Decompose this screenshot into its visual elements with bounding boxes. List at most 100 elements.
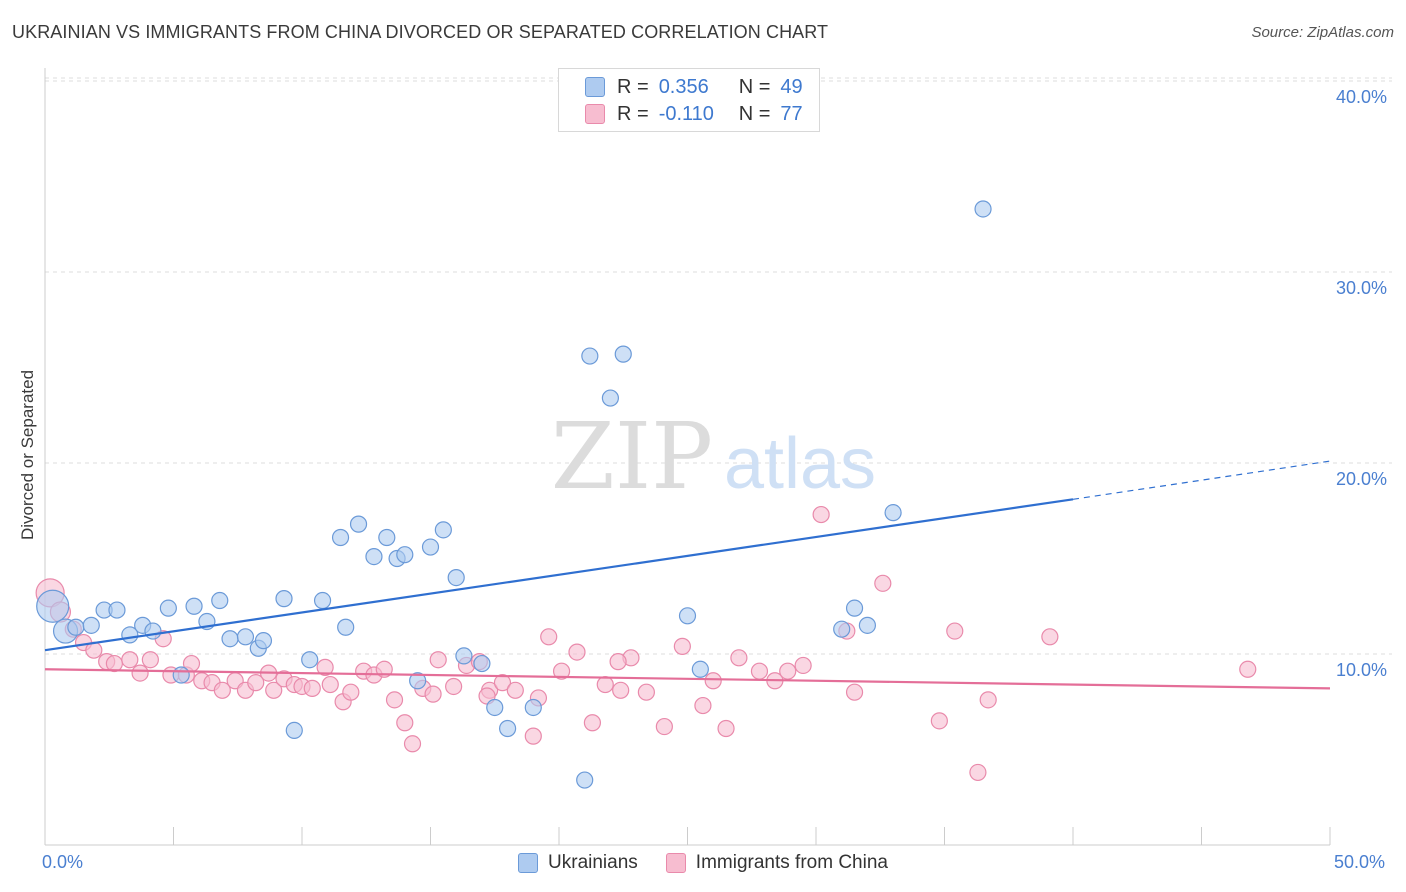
r-value: -0.110 xyxy=(658,102,714,125)
ukrainian-point xyxy=(409,672,427,690)
ukrainian-point xyxy=(365,547,383,566)
blue-swatch-icon xyxy=(585,77,605,97)
china-point xyxy=(131,664,149,682)
n-label: N = xyxy=(738,102,771,125)
ukrainian-point xyxy=(858,616,877,634)
ukrainian-point xyxy=(331,528,350,547)
x-tick-label-max: 50.0% xyxy=(1334,852,1386,872)
ukrainian-point xyxy=(421,538,440,556)
y-tick-label-20: 20.0% xyxy=(1336,469,1388,489)
china-point xyxy=(612,681,630,699)
china-point xyxy=(874,574,892,592)
china-point xyxy=(540,628,558,646)
china-point xyxy=(779,662,797,680)
ukrainian-point xyxy=(144,622,162,640)
china-point xyxy=(794,656,812,675)
china-point xyxy=(730,649,748,667)
ukrainian-trend-line xyxy=(44,498,1074,652)
legend-row-ukrainians: R = 0.356 N = 49 xyxy=(585,74,803,100)
ukrainian-point xyxy=(337,618,355,636)
ukrainian-point xyxy=(254,632,273,650)
ukrainian-point xyxy=(301,651,319,669)
ukrainian-point xyxy=(349,515,368,533)
ukrainian-point xyxy=(285,721,303,740)
ukrainian-point xyxy=(576,771,594,789)
china-point xyxy=(429,651,447,669)
x-tick-label-min: 0.0% xyxy=(42,852,84,872)
ukrainian-point xyxy=(486,698,504,717)
ukrainian-point xyxy=(455,647,473,665)
china-point xyxy=(121,651,139,669)
china-point xyxy=(303,679,321,697)
ukrainian-point xyxy=(524,698,542,717)
china-point xyxy=(637,683,655,701)
legend-row-china: R = -0.110 N = 77 xyxy=(585,101,803,127)
ukrainian-point xyxy=(159,599,177,617)
ukrainian-point xyxy=(108,601,126,619)
r-label: R = xyxy=(617,75,649,98)
china-point xyxy=(750,662,769,680)
china-point xyxy=(316,658,334,676)
china-point xyxy=(524,727,542,745)
china-point xyxy=(930,712,948,730)
ukrainian-point xyxy=(447,568,465,587)
china-point xyxy=(552,662,571,680)
ukrainian-point xyxy=(275,590,293,608)
n-label: N = xyxy=(738,75,771,98)
pink-swatch-icon xyxy=(665,853,686,873)
china-point xyxy=(342,683,360,701)
n-value: 49 xyxy=(780,75,803,98)
ukrainian-trend-extension xyxy=(1072,460,1331,500)
china-point xyxy=(812,505,830,524)
china-point xyxy=(694,696,712,715)
legend-label: Immigrants from China xyxy=(695,852,888,873)
china-trend-line xyxy=(44,668,1331,690)
china-point xyxy=(396,714,414,732)
ukrainian-point xyxy=(396,546,414,564)
ukrainian-point xyxy=(36,589,70,623)
china-point xyxy=(969,763,987,782)
n-value: 77 xyxy=(780,102,803,125)
legend-label: Ukrainians xyxy=(548,852,638,873)
china-point xyxy=(845,683,864,701)
china-point xyxy=(493,674,512,692)
china-point xyxy=(213,681,231,699)
china-point xyxy=(321,675,339,694)
china-point xyxy=(403,735,422,753)
china-point xyxy=(506,681,524,699)
ukrainian-point xyxy=(691,660,709,678)
y-tick-label-40: 40.0% xyxy=(1336,87,1388,107)
china-point xyxy=(385,691,404,709)
china-point xyxy=(141,651,159,669)
ukrainian-point xyxy=(221,630,239,648)
china-point xyxy=(1041,628,1059,646)
china-point xyxy=(247,674,265,692)
y-tick-label-30: 30.0% xyxy=(1336,278,1388,298)
r-value: 0.356 xyxy=(658,75,709,98)
source-note: Source: ZipAtlas.com xyxy=(1251,24,1394,41)
china-point xyxy=(655,717,673,736)
ukrainian-point xyxy=(473,654,491,673)
pink-swatch-icon xyxy=(585,104,605,124)
ukrainian-point xyxy=(378,528,396,547)
china-point xyxy=(583,714,602,732)
series-legend: Ukrainians Immigrants from China xyxy=(0,852,1406,874)
ukrainian-point xyxy=(499,719,517,738)
china-point xyxy=(946,622,964,640)
china-point xyxy=(979,691,997,709)
legend-item-ukrainians: Ukrainians xyxy=(518,852,638,874)
china-point xyxy=(717,719,735,738)
ukrainian-point xyxy=(974,200,992,218)
ukrainian-point xyxy=(833,620,851,638)
chart-title: UKRAINIAN VS IMMIGRANTS FROM CHINA DIVOR… xyxy=(12,22,829,42)
ukrainian-point xyxy=(884,504,902,522)
ukrainian-point xyxy=(82,616,100,634)
ukrainian-point xyxy=(614,345,632,363)
blue-swatch-icon xyxy=(518,853,539,873)
china-point xyxy=(424,685,442,703)
legend-item-china: Immigrants from China xyxy=(665,852,888,874)
ukrainian-point xyxy=(581,347,599,365)
watermark-atlas: atlas xyxy=(724,424,876,504)
ukrainian-point xyxy=(434,521,452,539)
